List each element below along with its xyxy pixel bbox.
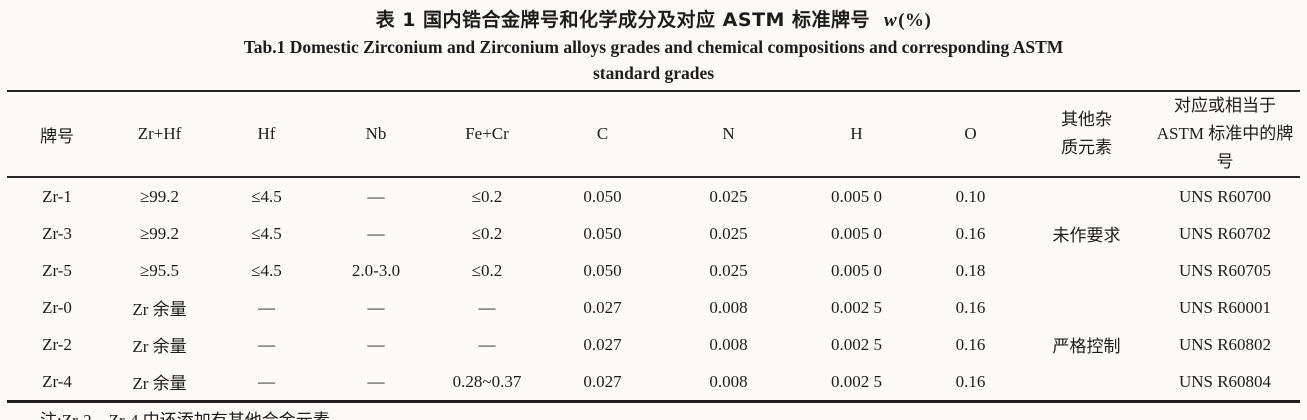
cell-nb: —	[367, 334, 385, 354]
cell-c: 0.027	[583, 371, 622, 391]
cell-o: 0.16	[955, 334, 986, 354]
table-row-zr2: Zr-2 Zr 余量 — — — 0.027 0.008 0.002 5 0.1…	[7, 326, 1300, 363]
cell-h: 0.002 5	[831, 371, 882, 391]
cell-o: 0.18	[955, 260, 986, 280]
cell-astm: UNS R60804	[1178, 371, 1272, 391]
cell-grade: Zr-0	[42, 297, 72, 317]
cell-zr-hf: ≥99.2	[139, 223, 180, 243]
cell-o: 0.10	[955, 186, 986, 206]
cell-astm: UNS R60001	[1178, 297, 1272, 317]
cell-zr-hf: ≥95.5	[139, 260, 180, 280]
unit-symbol-w: w	[884, 10, 898, 31]
cell-fe-cr: ≤0.2	[471, 186, 503, 206]
cell-nb: —	[367, 223, 385, 243]
table-row-zr3: Zr-3 ≥99.2 ≤4.5 — ≤0.2 0.050 0.025 0.005…	[7, 215, 1300, 252]
col-header-impurity-line2: 质元素	[1061, 138, 1112, 157]
cell-grade: Zr-1	[42, 186, 72, 206]
cell-c: 0.027	[583, 334, 622, 354]
col-header-grade: 牌号	[7, 91, 107, 178]
col-header-nb: Nb	[321, 91, 431, 178]
cell-h: 0.005 0	[831, 186, 882, 206]
col-header-astm: 对应或相当于 ASTM 标准中的牌号	[1150, 91, 1300, 178]
cell-o: 0.16	[955, 223, 986, 243]
cell-zr-hf: ≥99.2	[139, 186, 180, 206]
col-header-n: N	[662, 91, 795, 178]
table-row-zr0: Zr-0 Zr 余量 — — — 0.027 0.008 0.002 5 0.1…	[7, 289, 1300, 357]
cell-n: 0.025	[709, 260, 748, 280]
table-row-zr1: Zr-1 ≥99.2 ≤4.5 — ≤0.2 0.050 0.025 0.005…	[7, 177, 1300, 246]
cell-h: 0.005 0	[831, 260, 882, 280]
cell-h: 0.005 0	[831, 223, 882, 243]
composition-table: 牌号 Zr+Hf Hf Nb Fe+Cr C N H O 其他杂 质元素 对应或…	[7, 90, 1300, 403]
cell-grade: Zr-3	[42, 223, 72, 243]
cell-fe-cr: ≤0.2	[471, 260, 503, 280]
cell-n: 0.008	[709, 297, 748, 317]
cell-astm: UNS R60802	[1178, 334, 1272, 354]
cell-grade: Zr-5	[42, 260, 72, 280]
cell-hf: —	[258, 371, 275, 391]
cell-n: 0.025	[709, 223, 748, 243]
table-row-zr4: Zr-4 Zr 余量 — — 0.28~0.37 0.027 0.008 0.0…	[7, 363, 1300, 402]
cell-zr-hf: Zr 余量	[132, 374, 187, 393]
cell-nb: —	[367, 297, 385, 317]
cell-fe-cr: ≤0.2	[471, 223, 503, 243]
col-header-zr-hf: Zr+Hf	[107, 91, 212, 178]
unit-percent: (%)	[898, 10, 932, 31]
cell-c: 0.027	[583, 297, 622, 317]
cell-grade: Zr-4	[42, 371, 72, 391]
table-header: 牌号 Zr+Hf Hf Nb Fe+Cr C N H O 其他杂 质元素 对应或…	[7, 91, 1300, 178]
cell-fe-cr: —	[478, 297, 496, 317]
table-body: Zr-1 ≥99.2 ≤4.5 — ≤0.2 0.050 0.025 0.005…	[7, 177, 1300, 402]
col-header-astm-line2: ASTM 标准中的牌号	[1156, 124, 1294, 171]
cell-astm: UNS R60705	[1178, 260, 1272, 280]
cell-zr-hf: Zr 余量	[132, 337, 187, 356]
table-footnote: 注:Zr-2、Zr-4 中还添加有其他合金元素。	[40, 410, 1307, 420]
cell-o: 0.16	[955, 297, 986, 317]
cell-hf: ≤4.5	[251, 223, 282, 243]
cell-astm: UNS R60702	[1178, 223, 1272, 243]
cell-impurity-group-1: 未作要求	[1052, 226, 1121, 245]
table-title-zh-text: 表 1 国内锆合金牌号和化学成分及对应 ASTM 标准牌号	[375, 9, 871, 31]
cell-hf: ≤4.5	[251, 186, 282, 206]
cell-fe-cr: 0.28~0.37	[452, 371, 522, 391]
cell-n: 0.008	[709, 371, 748, 391]
cell-o: 0.16	[955, 371, 986, 391]
cell-n: 0.008	[709, 334, 748, 354]
cell-n: 0.025	[709, 186, 748, 206]
cell-hf: —	[258, 334, 275, 354]
cell-hf: ≤4.5	[251, 260, 282, 280]
cell-h: 0.002 5	[831, 334, 882, 354]
table-title-en-line1: Tab.1 Domestic Zirconium and Zirconium a…	[243, 37, 1064, 57]
cell-c: 0.050	[583, 186, 622, 206]
cell-grade: Zr-2	[42, 334, 72, 354]
header-row: 牌号 Zr+Hf Hf Nb Fe+Cr C N H O 其他杂 质元素 对应或…	[7, 91, 1300, 178]
table-row-zr5: Zr-5 ≥95.5 ≤4.5 2.0-3.0 ≤0.2 0.050 0.025…	[7, 252, 1300, 289]
table-title-zh: 表 1 国内锆合金牌号和化学成分及对应 ASTM 标准牌号 w(%)	[0, 0, 1307, 34]
cell-hf: —	[258, 297, 275, 317]
table-title-en-line2: standard grades	[592, 63, 715, 83]
col-header-fe-cr: Fe+Cr	[431, 91, 543, 178]
cell-zr-hf: Zr 余量	[132, 300, 187, 319]
cell-c: 0.050	[583, 223, 622, 243]
cell-nb: —	[367, 186, 385, 206]
col-header-impurity-line1: 其他杂	[1061, 110, 1112, 129]
cell-impurity-group-2: 严格控制	[1052, 337, 1121, 356]
col-header-o: O	[918, 91, 1023, 178]
col-header-astm-line1: 对应或相当于	[1174, 96, 1276, 115]
unit-notation: w(%)	[884, 10, 931, 31]
col-header-impurity: 其他杂 质元素	[1023, 91, 1150, 178]
cell-astm: UNS R60700	[1178, 186, 1272, 206]
cell-h: 0.002 5	[831, 297, 882, 317]
cell-nb: —	[367, 371, 385, 391]
col-header-h: H	[795, 91, 918, 178]
col-header-c: C	[543, 91, 662, 178]
cell-nb: 2.0-3.0	[351, 260, 401, 280]
col-header-hf: Hf	[212, 91, 321, 178]
cell-c: 0.050	[583, 260, 622, 280]
cell-fe-cr: —	[478, 334, 496, 354]
